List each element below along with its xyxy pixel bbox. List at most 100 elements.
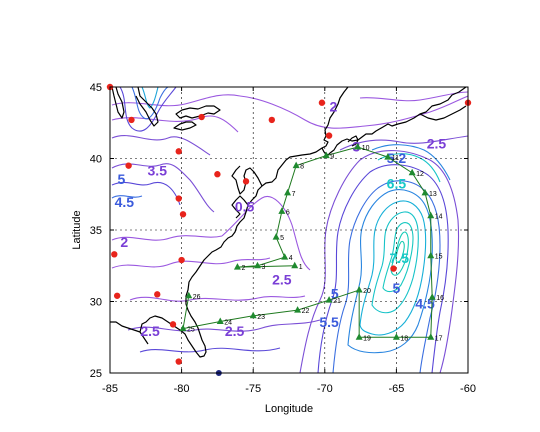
cruise-track-line xyxy=(182,146,433,338)
track-station-label: 16 xyxy=(436,295,444,302)
coastline-delmarva xyxy=(231,165,263,195)
contour-line xyxy=(131,87,169,120)
contour-line xyxy=(111,181,181,206)
y-tick-label: 35 xyxy=(90,225,102,237)
contour-line xyxy=(111,163,215,213)
station-dot xyxy=(175,195,182,202)
track-station-label: 10 xyxy=(362,145,370,152)
station-dot xyxy=(325,132,333,139)
coastline-lake-michigan xyxy=(111,87,125,119)
track-station-label: 14 xyxy=(435,214,443,221)
station-dot xyxy=(318,99,326,106)
contour-line xyxy=(129,295,306,302)
contour-label: 4.5 xyxy=(115,194,135,210)
track-station-marker xyxy=(325,296,333,303)
cruise-track: 12 34567891011121314151617181920212223242… xyxy=(179,143,444,342)
track-station-label: 23 xyxy=(257,314,265,321)
coastline-chesapeake xyxy=(231,195,249,219)
contour-line xyxy=(339,135,468,151)
coastline-great-lakes xyxy=(175,105,221,119)
track-station-label: 4 xyxy=(289,255,293,262)
contour-label: 5.5 xyxy=(319,314,339,330)
contour-field xyxy=(111,87,468,373)
contour-label: 2 xyxy=(120,234,128,250)
track-station-marker xyxy=(185,291,193,299)
contour-label: 7.5 xyxy=(390,250,410,266)
contour-label: 3.5 xyxy=(148,163,168,179)
coastline-gulf xyxy=(110,321,141,333)
x-tick-label: -70 xyxy=(317,383,333,395)
track-station-marker xyxy=(216,317,224,325)
plot-background xyxy=(110,87,468,373)
track-station-label: 22 xyxy=(302,308,310,315)
station-dot xyxy=(179,211,187,218)
contour-line xyxy=(139,347,281,353)
contour-label: 5 xyxy=(393,280,401,296)
contour-line xyxy=(141,87,159,109)
track-station-label: 13 xyxy=(429,191,437,198)
y-axis-title: Latitude xyxy=(71,210,83,249)
x-tick-label: -65 xyxy=(388,383,404,395)
track-station-label: 1 xyxy=(299,264,303,271)
track-station-marker xyxy=(249,311,257,319)
track-station-label: 24 xyxy=(224,320,232,327)
contour-line xyxy=(111,235,223,241)
station-dot xyxy=(111,251,118,258)
contour-line xyxy=(395,240,405,263)
coastline-lake-huron xyxy=(135,87,159,127)
station-dot xyxy=(198,113,205,121)
observation-stations xyxy=(106,83,472,365)
track-station-marker xyxy=(408,168,416,176)
x-tick-label: -80 xyxy=(174,383,190,395)
station-dot xyxy=(390,265,397,272)
contour-line xyxy=(221,196,311,271)
track-station-label: 8 xyxy=(300,164,304,171)
contour-label: 2.5 xyxy=(272,271,292,287)
station-dot xyxy=(268,116,276,124)
contour-line xyxy=(119,87,177,132)
contour-line xyxy=(382,222,414,293)
track-station-marker xyxy=(272,233,280,240)
coastline-nova-scotia xyxy=(419,105,467,121)
track-station-label: 11 xyxy=(392,155,399,162)
contour-line xyxy=(239,95,468,129)
station-dot xyxy=(178,256,185,264)
track-station-label: 19 xyxy=(363,335,371,342)
track-station-marker xyxy=(179,324,187,332)
track-station-label: 2 xyxy=(241,265,245,272)
track-station-marker xyxy=(384,153,392,160)
y-tick-label: 30 xyxy=(90,297,102,309)
track-station-marker xyxy=(291,261,299,269)
contour-label: 0.5 xyxy=(235,198,255,214)
cruise-track-stations: 12 34567891011121314151617181920212223242… xyxy=(179,143,444,342)
track-station-label: 15 xyxy=(435,254,443,261)
y-tick-label: 25 xyxy=(90,368,102,380)
y-tick-label: 45 xyxy=(90,82,102,94)
x-tick-label: -85 xyxy=(102,383,118,395)
track-station-marker xyxy=(392,333,400,340)
contour-line xyxy=(127,319,321,332)
track-station-marker xyxy=(421,188,429,196)
track-station-marker xyxy=(428,293,436,300)
track-station-marker xyxy=(427,333,435,340)
track-station-marker xyxy=(322,151,330,159)
contour-label: 5 xyxy=(118,171,126,187)
track-station-label: 6 xyxy=(286,209,290,216)
station-dot xyxy=(175,148,182,155)
track-station-marker xyxy=(292,161,300,169)
track-station-marker xyxy=(355,333,363,340)
track-station-label: 17 xyxy=(435,335,443,342)
contour-line xyxy=(111,257,271,269)
track-station-label: 21 xyxy=(333,298,341,305)
contour-line xyxy=(359,200,427,336)
track-station-marker xyxy=(281,253,289,260)
coastline-cape-cod xyxy=(347,135,359,147)
contour-line xyxy=(390,231,409,276)
coastline-lake-erie xyxy=(173,121,197,131)
station-dot xyxy=(169,321,177,328)
track-station-label: 9 xyxy=(330,154,334,161)
x-axis-title: Longitude xyxy=(265,403,313,415)
track-station-label: 25 xyxy=(187,327,195,334)
